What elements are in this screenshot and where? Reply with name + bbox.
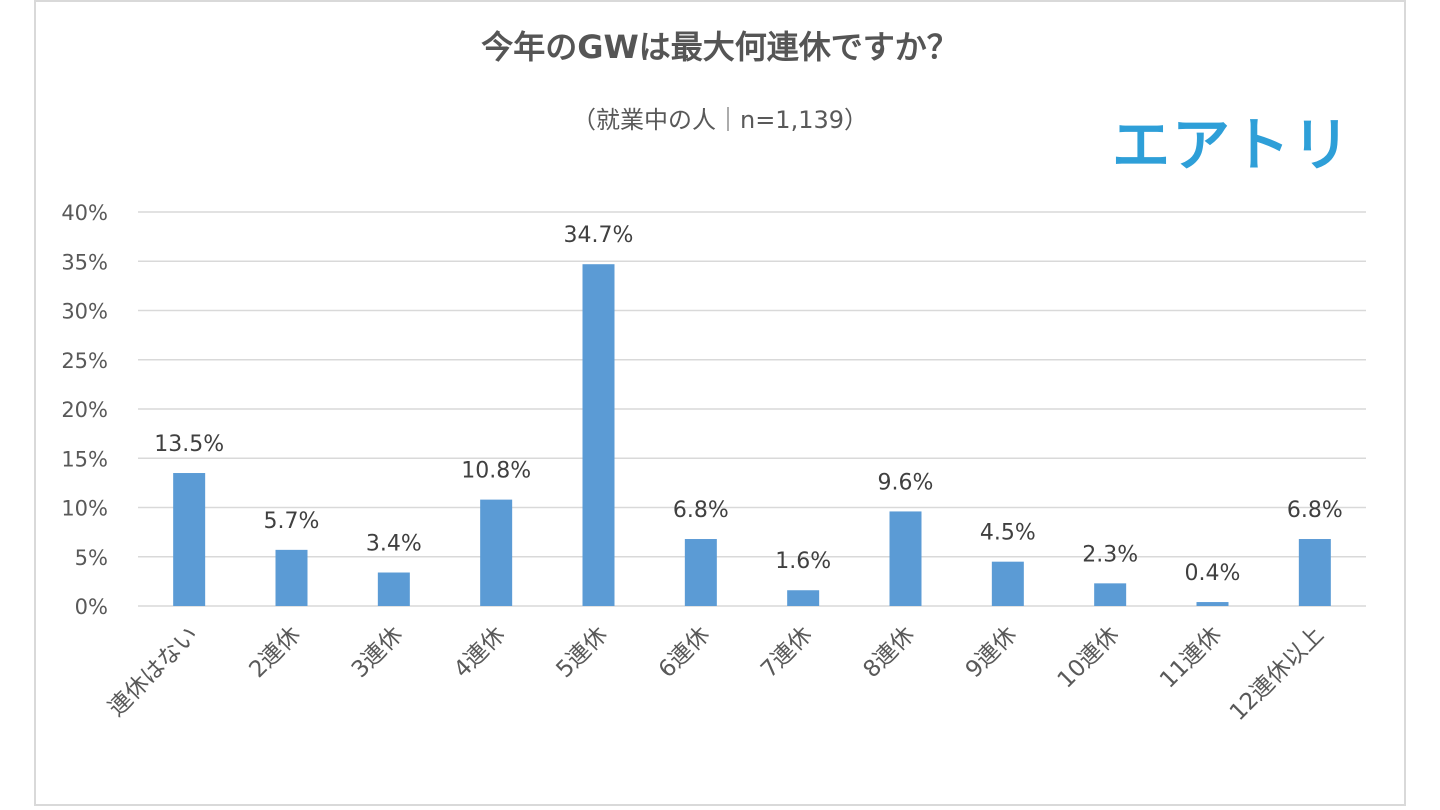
- data-label: 5.7%: [264, 509, 320, 534]
- data-label: 13.5%: [154, 432, 224, 457]
- chart-subtitle: （就業中の人｜n=1,139）: [571, 106, 869, 134]
- data-label: 1.6%: [775, 549, 831, 574]
- x-tick-label: 11連休: [1155, 622, 1227, 694]
- y-tick-label: 35%: [61, 250, 108, 274]
- data-label: 34.7%: [564, 223, 634, 248]
- y-tick-label: 5%: [75, 546, 108, 570]
- y-tick-label: 30%: [61, 300, 108, 324]
- bar: [1298, 539, 1331, 606]
- y-tick-label: 10%: [61, 497, 108, 521]
- y-tick-label: 20%: [61, 398, 108, 422]
- chart-title: 今年のGWは最大何連休ですか？: [481, 28, 959, 66]
- bar: [991, 561, 1024, 606]
- data-label: 2.3%: [1082, 542, 1138, 567]
- bar: [684, 539, 717, 606]
- x-tick-label: 12連休以上: [1225, 622, 1329, 726]
- bar: [377, 572, 410, 606]
- x-tick-label: 3連休: [347, 622, 408, 683]
- x-tick-label: 5連休: [551, 622, 612, 683]
- bar: [1196, 602, 1229, 606]
- x-tick-label: 7連休: [756, 622, 817, 683]
- x-tick-label: 4連休: [449, 622, 510, 683]
- y-tick-label: 15%: [61, 447, 108, 471]
- x-tick-label: 6連休: [654, 622, 715, 683]
- data-label: 9.6%: [878, 470, 934, 495]
- y-tick-label: 0%: [75, 595, 108, 619]
- x-tick-label: 10連休: [1053, 622, 1125, 694]
- chart-frame: [34, 0, 1406, 806]
- data-label: 4.5%: [980, 521, 1036, 546]
- x-tick-label: 9連休: [961, 622, 1022, 683]
- data-label: 6.8%: [673, 498, 729, 523]
- data-label: 10.8%: [461, 459, 531, 484]
- y-tick-label: 25%: [61, 349, 108, 373]
- brand-logo: エアトリ: [1112, 111, 1353, 179]
- x-tick-label: 8連休: [858, 622, 919, 683]
- bar: [787, 590, 820, 606]
- data-label: 0.4%: [1185, 561, 1241, 586]
- bar: [889, 511, 922, 606]
- bar: [275, 549, 308, 606]
- data-label: 6.8%: [1287, 498, 1343, 523]
- x-tick-label: 連休はない: [104, 622, 204, 722]
- bar: [480, 499, 513, 606]
- bar: [1094, 583, 1127, 606]
- bar: [173, 473, 206, 606]
- bar: [582, 264, 615, 606]
- x-tick-label: 2連休: [244, 622, 305, 683]
- y-tick-label: 40%: [61, 201, 108, 225]
- data-label: 3.4%: [366, 532, 422, 557]
